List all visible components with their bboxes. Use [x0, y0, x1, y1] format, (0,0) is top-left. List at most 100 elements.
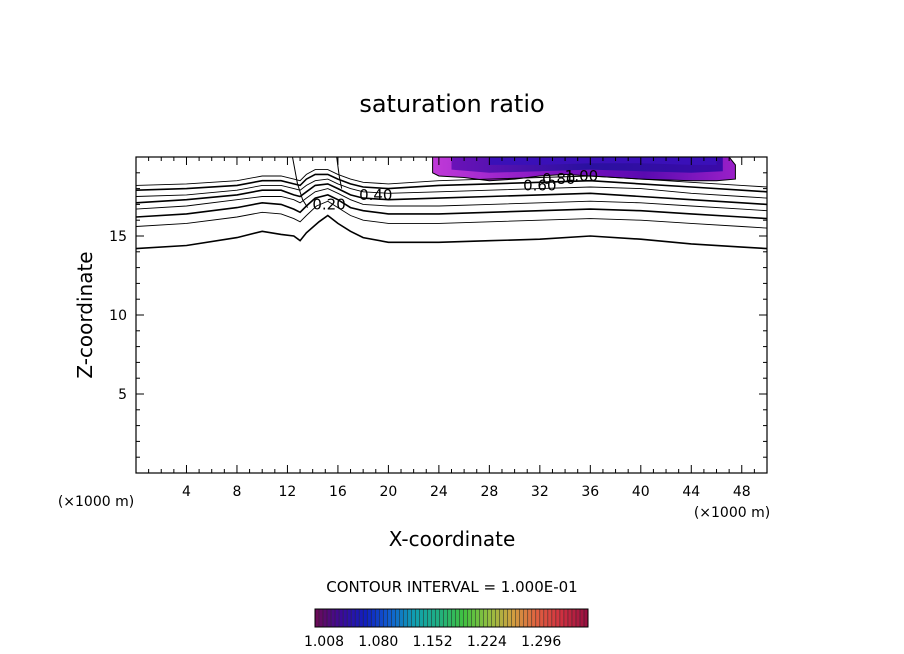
x-tick-label: 4 [182, 484, 191, 500]
contour-label-1: 0.40 [359, 186, 392, 204]
colorbar-stripe [491, 609, 496, 627]
colorbar-stripe [531, 609, 536, 627]
colorbar-stripe [379, 609, 384, 627]
colorbar-stripe [415, 609, 420, 627]
colorbar-stripe [575, 609, 580, 627]
colorbar-tick-label: 1.080 [358, 634, 398, 650]
colorbar-stripe [315, 609, 320, 627]
colorbar-stripe [479, 609, 484, 627]
contour-line-0.7 [136, 169, 767, 188]
colorbar-stripe [507, 609, 512, 627]
contour-line-0.4 [136, 183, 767, 206]
x-tick-label: 8 [232, 484, 241, 500]
colorbar-stripe [323, 609, 328, 627]
colorbar-stripe [471, 609, 476, 627]
y-tick-label: 5 [118, 387, 127, 403]
y-tick-label: 15 [109, 229, 127, 245]
contour-line-0.6 [136, 173, 767, 193]
colorbar [314, 608, 589, 628]
colorbar-stripe [403, 609, 408, 627]
colorbar-stripe [519, 609, 524, 627]
contour-line-0.2 [136, 194, 767, 220]
y-axis-ticks: 5 10 15 [109, 172, 767, 458]
colorbar-stripe [559, 609, 564, 627]
colorbar-stripe [319, 609, 324, 627]
colorbar-stripe [475, 609, 480, 627]
colorbar-stripe [551, 609, 556, 627]
colorbar-stripe [375, 609, 380, 627]
colorbar-stripe [539, 609, 544, 627]
colorbar-frame [314, 608, 589, 628]
y-tick-label: 10 [109, 308, 127, 324]
colorbar-stripe [567, 609, 572, 627]
x-tick-label: 20 [379, 484, 397, 500]
colorbar-stripe [359, 609, 364, 627]
x-tick-label: 16 [329, 484, 347, 500]
x-axis-label: X-coordinate [389, 527, 516, 551]
colorbar-stripe [411, 609, 416, 627]
colorbar-stripe [439, 609, 444, 627]
colorbar-stripe [511, 609, 516, 627]
contour-line-0.3 [136, 188, 767, 212]
contour-interval-text: CONTOUR INTERVAL = 1.000E-01 [326, 578, 577, 596]
y-unit-label: (×1000 m) [58, 494, 134, 510]
contour-label-3: 0.80 [542, 170, 575, 188]
colorbar-stripe [467, 609, 472, 627]
colorbar-stripe [395, 609, 400, 627]
colorbar-stripe [387, 609, 392, 627]
colorbar-stripe [447, 609, 452, 627]
colorbar-stripe [391, 609, 396, 627]
colorbar-stripe [347, 609, 352, 627]
contour-line-0.1 [136, 200, 767, 229]
colorbar-stripe [487, 609, 492, 627]
colorbar-stripe [331, 609, 336, 627]
colorbar-stripe [339, 609, 344, 627]
colorbar-stripe [463, 609, 468, 627]
colorbar-tick-label: 1.008 [304, 634, 344, 650]
colorbar-stripe [547, 609, 552, 627]
x-unit-label: (×1000 m) [694, 505, 770, 521]
colorbar-stripe [335, 609, 340, 627]
colorbar-stripe [503, 609, 508, 627]
colorbar-stripe [523, 609, 528, 627]
colorbar-tick-label: 1.296 [521, 634, 561, 650]
colorbar-stripe [495, 609, 500, 627]
colorbar-stripe [407, 609, 412, 627]
y-axis-label: Z-coordinate [73, 251, 97, 378]
colorbar-stripe [371, 609, 376, 627]
colorbar-stripe [423, 609, 428, 627]
colorbar-stripe [399, 609, 404, 627]
colorbar-stripe [451, 609, 456, 627]
colorbar-tick-label: 1.224 [467, 634, 507, 650]
contour-lines [136, 157, 767, 250]
colorbar-stripe [555, 609, 560, 627]
colorbar-stripe [527, 609, 532, 627]
x-axis-ticks: 4 8 12 16 20 24 28 32 36 40 44 48 [148, 157, 755, 500]
colorbar-stripe [427, 609, 432, 627]
chart-title: saturation ratio [359, 90, 544, 118]
x-tick-label: 44 [682, 484, 700, 500]
contour-label-4: 1.00 [565, 167, 598, 185]
colorbar-stripe [483, 609, 488, 627]
x-tick-label: 36 [581, 484, 599, 500]
x-tick-label: 48 [733, 484, 751, 500]
colorbar-stripe [571, 609, 576, 627]
colorbar-stripe [563, 609, 568, 627]
colorbar-stripe [383, 609, 388, 627]
colorbar-tick-label: 1.152 [413, 634, 453, 650]
contour-labels: 0.20 0.40 0.600.801.00 [312, 167, 598, 213]
colorbar-stripe [351, 609, 356, 627]
colorbar-stripe [419, 609, 424, 627]
colorbar-stripe [455, 609, 460, 627]
colorbar-stripe [499, 609, 504, 627]
colorbar-stripe [367, 609, 372, 627]
colorbar-stripe [355, 609, 360, 627]
colorbar-stripe [579, 609, 584, 627]
colorbar-stripe [363, 609, 368, 627]
contour-label-2: 0.60 [523, 176, 556, 194]
colorbar-stripe [327, 609, 332, 627]
colorbar-stripe [543, 609, 548, 627]
contour-line-0.0 [136, 214, 767, 250]
contour-label-0: 0.20 [312, 195, 345, 213]
